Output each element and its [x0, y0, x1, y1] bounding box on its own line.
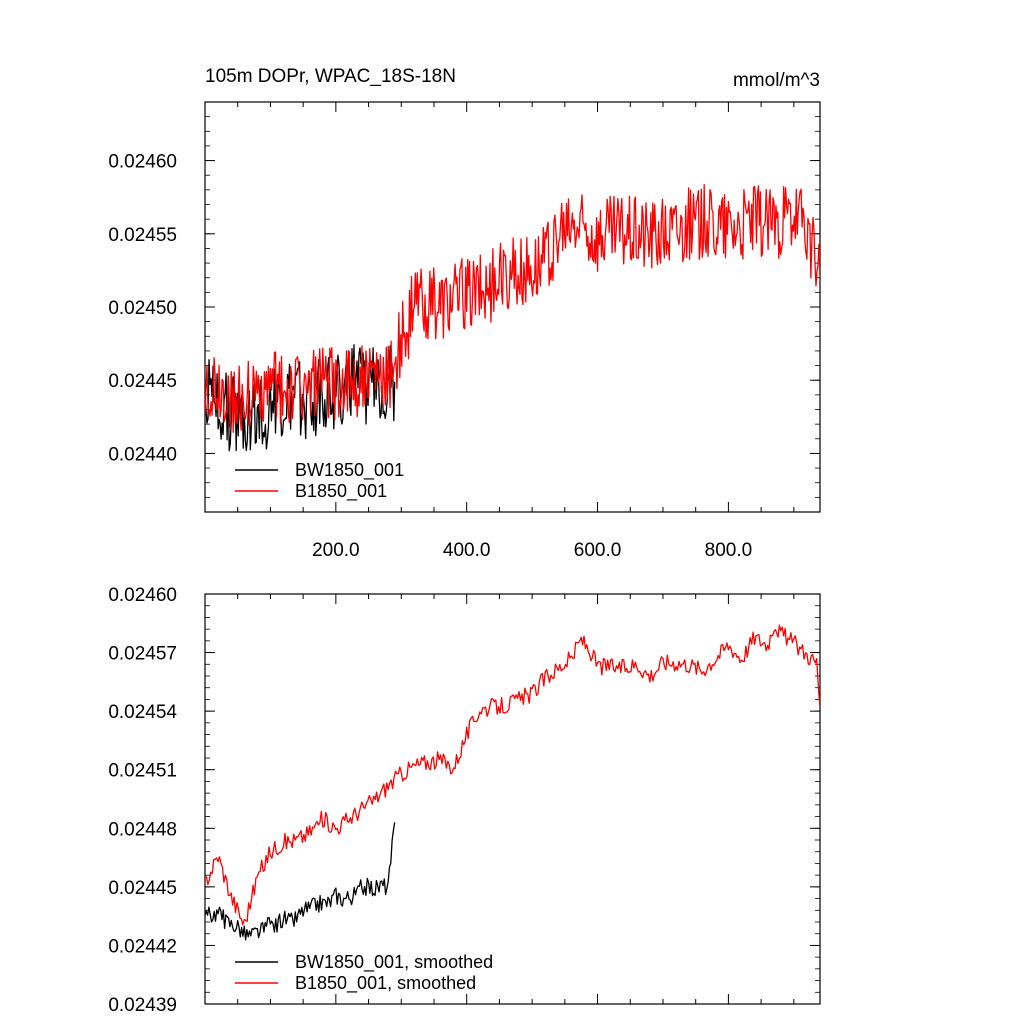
y-tick-label: 0.02454: [108, 702, 177, 723]
y-tick-label: 0.02442: [108, 936, 177, 957]
x-tick-label: 400.0: [443, 540, 491, 561]
bottom-chart: 0.02439 0.02442 0.02445 0.02448 0.02451 0.024…: [108, 585, 821, 1016]
y-tick-label: 0.02460: [108, 585, 177, 606]
legend-label: B1850_001: [295, 481, 387, 502]
legend-label: BW1850_001, smoothed: [295, 952, 493, 973]
x-tick-label: 800.0: [705, 540, 753, 561]
y-tick-label: 0.02439: [108, 995, 177, 1016]
y-tick-label: 0.02457: [108, 644, 177, 665]
y-tick-label: 0.02445: [108, 371, 177, 392]
legend-label: BW1850_001: [295, 460, 404, 481]
y-tick-label: 0.02440: [108, 444, 177, 465]
plot-frame: [204, 593, 821, 1005]
top-chart: 105m DOPr, WPAC_18S-18N mmol/m^3 200.0 40…: [108, 66, 821, 561]
y-tick-label: 0.02460: [108, 152, 177, 173]
legend-label: B1850_001, smoothed: [295, 973, 476, 994]
series-line: [205, 822, 396, 941]
series-line: [205, 624, 820, 926]
y-tick-label: 0.02445: [108, 878, 177, 899]
chart-title: 105m DOPr, WPAC_18S-18N: [205, 66, 456, 87]
x-tick-label: 600.0: [574, 540, 622, 561]
y-tick-label: 0.02451: [108, 761, 177, 782]
y-tick-label: 0.02448: [108, 819, 177, 840]
plot-frame: [204, 101, 821, 513]
y-tick-label: 0.02455: [108, 225, 177, 246]
series-line: [205, 184, 820, 433]
x-tick-label: 200.0: [312, 540, 360, 561]
units-label: mmol/m^3: [733, 70, 820, 91]
y-tick-label: 0.02450: [108, 298, 177, 319]
